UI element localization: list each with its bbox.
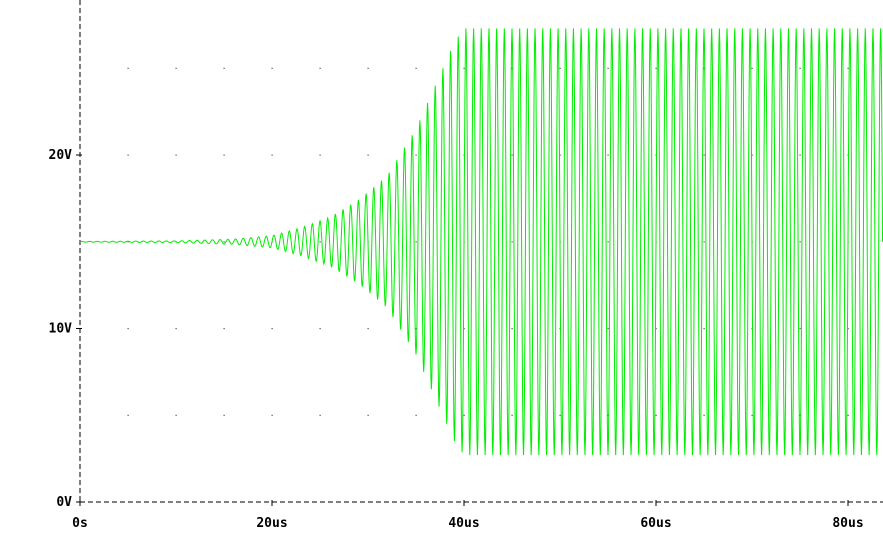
grid-dot [655,67,657,69]
grid-dot [559,154,561,156]
grid-dot [511,241,513,243]
grid-dot [607,67,609,69]
grid-dot [367,154,369,156]
grid-dot [607,328,609,330]
grid-dot [271,67,273,69]
grid-dot [175,67,177,69]
grid-dot [271,414,273,416]
grid-dot [511,328,513,330]
grid-dot [127,154,129,156]
grid-dot [127,241,129,243]
grid-dot [367,414,369,416]
grid-dot [127,414,129,416]
grid-dot [751,154,753,156]
grid-dot [751,414,753,416]
grid-dot [703,414,705,416]
grid-dot [751,67,753,69]
grid-dot [703,154,705,156]
grid-dot [847,67,849,69]
grid-dot [319,241,321,243]
x-tick-label: 60us [640,516,671,531]
grid-dot [175,414,177,416]
grid-dot [799,154,801,156]
grid-dot [319,154,321,156]
x-tick-label: 40us [448,516,479,531]
grid-dot [463,328,465,330]
grid-dot [415,67,417,69]
tick-labels: 0V 10V 20V 0s 20us 40us 60us 80us [49,148,864,531]
grid-dot [799,67,801,69]
series-line [79,28,883,456]
grid-dot [847,414,849,416]
grid-dot [415,414,417,416]
grid-dot [415,154,417,156]
grid-dot [607,414,609,416]
grid-dot [847,328,849,330]
grid-dot [367,328,369,330]
grid-dot [223,241,225,243]
grid-dot [223,67,225,69]
grid-dot [223,414,225,416]
grid-dot [511,67,513,69]
grid-dot [559,67,561,69]
axes [76,0,883,506]
x-tick-label: 0s [72,516,88,531]
x-tick-label: 80us [832,516,863,531]
grid-dot [175,154,177,156]
grid-dot [127,67,129,69]
grid-dot [175,328,177,330]
grid-dot [463,67,465,69]
grid-dot [319,414,321,416]
grid-dot [703,328,705,330]
grid-dot [799,414,801,416]
grid-dot [271,154,273,156]
grid-dot [319,328,321,330]
grid-dot [559,414,561,416]
y-tick-label: 0V [56,495,72,510]
grid-dot [367,67,369,69]
series-layer [79,28,883,456]
y-tick-label: 20V [49,148,73,163]
grid-dot [223,328,225,330]
grid-dot [511,414,513,416]
x-tick-label: 20us [256,516,287,531]
grid-dot [319,67,321,69]
grid-dot [703,241,705,243]
grid-dot [655,328,657,330]
grid-dot [415,328,417,330]
grid-dot [799,328,801,330]
grid-dot [127,328,129,330]
grid-dot [223,154,225,156]
grid-dot [799,241,801,243]
grid-dot [607,154,609,156]
y-tick-label: 10V [49,322,73,337]
grid-dot [511,154,513,156]
grid-dot [703,67,705,69]
grid-dot [607,241,609,243]
grid-dot [271,328,273,330]
grid-dot [655,414,657,416]
grid-dot [415,241,417,243]
grid-dot [463,414,465,416]
